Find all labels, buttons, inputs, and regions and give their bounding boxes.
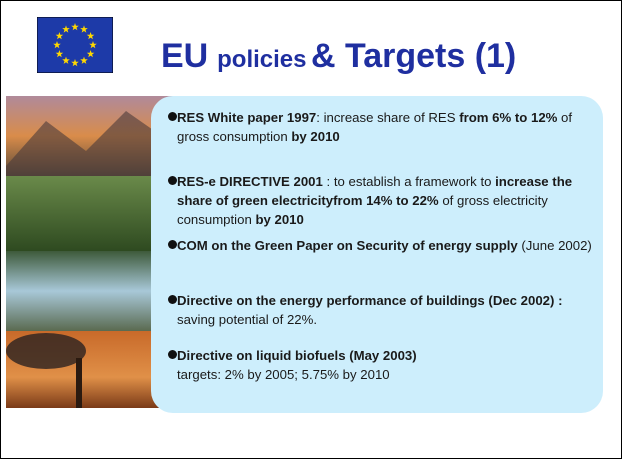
smoke [6,333,86,369]
text-bold: Directive on liquid biofuels (May 2003) [177,348,417,363]
title-part: & Targets (1) [311,37,516,75]
title-part: policies [217,46,306,73]
eu-flag [37,17,113,73]
chimney [76,358,82,408]
text-bold: RES White paper 1997 [177,110,316,125]
title-part: EU [161,37,208,75]
bullet: Directive on liquid biofuels (May 2003) t… [171,346,599,384]
text-bold: COM on the Green Paper on Security of en… [177,238,518,253]
bullet: RES White paper 1997: increase share of … [171,108,599,146]
text: : increase share of RES [316,110,459,125]
slide: EU policies & Targets (1) RES Wh [0,0,622,459]
text: : to establish a framework to [323,174,495,189]
text-bold: RES-e DIRECTIVE 2001 [177,174,323,189]
text: targets: 2% by 2005; 5.75% by 2010 [177,367,390,382]
slide-title: EU policies & Targets (1) [161,37,516,76]
text: saving potential of 22%. [177,312,317,327]
text-bold: Directive on the energy performance of b… [177,293,562,308]
text-bold: from 6% to 12% [459,110,557,125]
bullet: RES-e DIRECTIVE 2001 : to establish a fr… [171,172,599,229]
bullet: COM on the Green Paper on Security of en… [171,236,599,255]
bullet: Directive on the energy performance of b… [171,291,599,329]
text: (June 2002) [518,238,592,253]
text-bold: by 2010 [291,129,339,144]
text-bold: by 2010 [255,212,303,227]
